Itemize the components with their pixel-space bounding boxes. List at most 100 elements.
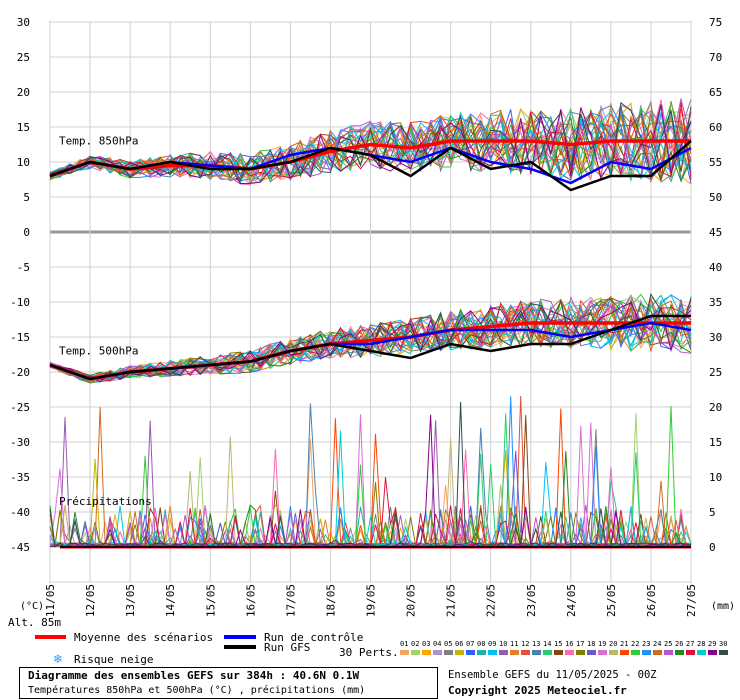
x-tick-label: 22/05 [485,584,498,617]
member-line-850 [49,101,692,182]
pert-color-swatch [598,650,607,655]
snow-icon: ❄ [53,652,63,666]
copyright: Copyright 2025 Meteociel.fr [448,684,627,697]
pert-number-label: 15 [554,640,562,648]
legend-perts-label: 30 Perts. [339,646,399,659]
x-tick-label: 27/05 [685,584,698,617]
pert-color-swatch [565,650,574,655]
pert-number-label: 07 [466,640,474,648]
y-tick-right: 20 [709,401,722,414]
pert-color-swatch [400,650,409,655]
pert-color-swatch [653,650,662,655]
pert-color-swatch [686,650,695,655]
pert-color-swatch [499,650,508,655]
y-tick-right: 0 [709,541,716,554]
pert-color-swatch [697,650,706,655]
pert-number-label: 06 [455,640,463,648]
x-tick-label: 20/05 [405,584,418,617]
y-tick-left: -25 [10,401,30,414]
y-tick-left: -35 [10,471,30,484]
pert-color-swatch [609,650,618,655]
x-tick-label: 21/05 [445,584,458,617]
pert-number-label: 17 [576,640,584,648]
pert-color-swatch [642,650,651,655]
x-tick-label: 23/05 [525,584,538,617]
pert-number-label: 14 [543,640,551,648]
pert-color-swatch [455,650,464,655]
x-tick-label: 15/05 [204,584,217,617]
pert-number-label: 28 [697,640,705,648]
pert-number-label: 25 [664,640,672,648]
y-tick-right: 45 [709,226,722,239]
pert-number-label: 13 [532,640,540,648]
pert-color-swatch [510,650,519,655]
y-tick-left: -10 [10,296,30,309]
pert-number-label: 04 [433,640,441,648]
y-tick-right: 50 [709,191,722,204]
pert-number-label: 30 [719,640,727,648]
pert-number-label: 24 [653,640,661,648]
pert-color-swatch [433,650,442,655]
x-tick-label: 13/05 [124,584,137,617]
y-tick-right: 40 [709,261,722,274]
pert-color-swatch [521,650,530,655]
x-tick-label: 19/05 [365,584,378,617]
pert-color-swatch [708,650,717,655]
y-tick-right: 60 [709,121,722,134]
pert-color-swatch [576,650,585,655]
pert-color-swatch [422,650,431,655]
y-tick-right: 35 [709,296,722,309]
legend-mean-label: Moyenne des scénarios [74,631,213,644]
pert-color-swatch [411,650,420,655]
y-tick-right: 15 [709,436,722,449]
legend-gfs-label: Run GFS [264,641,310,654]
pert-number-label: 18 [587,640,595,648]
legend-snow-label: Risque neige [74,653,153,666]
y-tick-left: -40 [10,506,30,519]
y-tick-left: -20 [10,366,30,379]
x-tick-label: 14/05 [164,584,177,617]
chart-subtitle: Températures 850hPa et 500hPa (°C) , pré… [28,685,366,696]
pert-color-swatch [719,650,728,655]
y-tick-right: 75 [709,16,722,29]
label-precipitations: Précipitations [59,495,152,508]
y-tick-right: 10 [709,471,722,484]
y-tick-left: 20 [17,86,30,99]
label-temp-500: Temp. 500hPa [59,345,138,358]
pert-number-label: 02 [411,640,419,648]
pert-color-swatch [620,650,629,655]
legend-control-label: Run de contrôle [264,631,363,644]
y-tick-left: -45 [10,541,30,554]
pert-number-label: 23 [642,640,650,648]
gfs-line-500 [49,314,691,381]
pert-number-label: 01 [400,640,408,648]
pert-color-swatch [554,650,563,655]
pert-color-swatch [532,650,541,655]
x-tick-label: 24/05 [565,584,578,617]
y-tick-right: 55 [709,156,722,169]
pert-number-label: 19 [598,640,606,648]
pert-number-label: 05 [444,640,452,648]
x-tick-label: 12/05 [84,584,97,617]
member-line-850 [49,106,692,185]
pert-color-swatch [631,650,640,655]
y-tick-right: 25 [709,366,722,379]
y-tick-left: 5 [23,191,30,204]
pert-color-swatch [444,650,453,655]
right-axis-unit: (mm) [711,601,735,612]
pert-number-label: 10 [499,640,507,648]
pert-number-label: 26 [675,640,683,648]
pert-number-label: 12 [521,640,529,648]
pert-number-label: 16 [565,640,573,648]
pert-color-swatch [675,650,684,655]
pert-color-swatch [488,650,497,655]
pert-number-label: 27 [686,640,694,648]
pert-number-label: 09 [488,640,496,648]
pert-number-label: 11 [510,640,518,648]
label-temp-850: Temp. 850hPa [59,135,138,148]
pert-color-swatch [477,650,486,655]
x-tick-label: 16/05 [244,584,257,617]
gfs-line-850 [49,140,692,192]
x-tick-label: 26/05 [645,584,658,617]
